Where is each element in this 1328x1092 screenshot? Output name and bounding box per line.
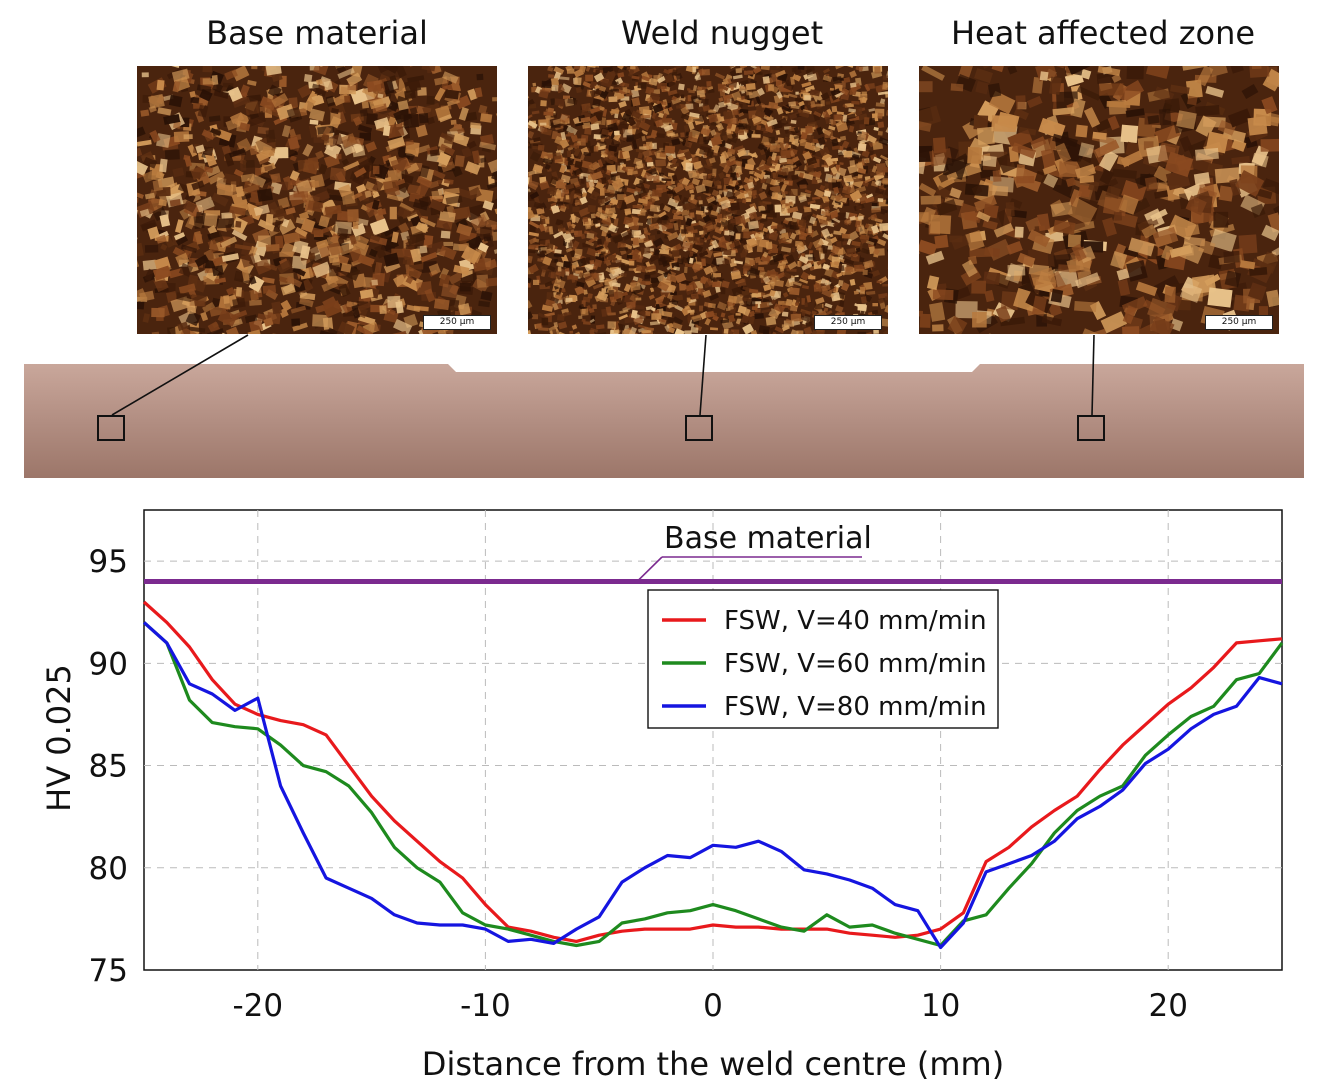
specimen-cross-section xyxy=(24,364,1304,478)
x-tick-labels: -20 -10 0 10 20 xyxy=(232,988,1187,1024)
y-tick-label: 80 xyxy=(89,851,128,887)
series-line xyxy=(142,600,1283,943)
y-tick-labels: 75 80 85 90 95 xyxy=(89,544,128,989)
micrograph-heat-affected-zone: 250 μm xyxy=(919,66,1279,334)
micrograph-title-nugget: Weld nugget xyxy=(620,14,824,52)
y-tick-label: 95 xyxy=(89,544,128,580)
sample-location-box-haz xyxy=(1077,415,1105,441)
reference-line-label: Base material xyxy=(664,521,872,556)
hardness-chart: 75 80 85 90 95 -20 -10 0 10 20 Base material FSW… xyxy=(40,509,1284,1083)
x-tick-label: 20 xyxy=(1148,988,1187,1024)
micrograph-weld-nugget: 250 μm xyxy=(528,66,888,334)
legend-label: FSW, V=40 mm/min xyxy=(724,606,987,636)
scale-bar: 250 μm xyxy=(423,315,491,330)
series-line xyxy=(142,621,1283,950)
y-tick-label: 90 xyxy=(89,646,128,682)
sample-location-box-base xyxy=(97,415,125,441)
legend-label: FSW, V=80 mm/min xyxy=(724,692,987,722)
micrograph-title-base: Base material xyxy=(206,14,428,52)
scale-bar: 250 μm xyxy=(1205,315,1273,330)
reference-label-leader xyxy=(636,556,663,583)
legend-box xyxy=(647,589,999,729)
scale-bar: 250 μm xyxy=(814,315,882,330)
y-axis-label: HV 0.025 xyxy=(40,664,78,812)
sample-location-box-nugget xyxy=(685,415,713,441)
series-lines xyxy=(142,600,1284,950)
micrograph-title-haz: Heat affected zone xyxy=(950,14,1256,52)
y-tick-label: 75 xyxy=(89,953,128,989)
y-tick-label: 85 xyxy=(89,749,128,785)
x-tick-label: 10 xyxy=(921,988,960,1024)
x-tick-label: -10 xyxy=(460,988,511,1024)
legend-label: FSW, V=60 mm/min xyxy=(724,649,987,679)
micrograph-base-material: 250 μm xyxy=(137,66,497,334)
x-tick-label: 0 xyxy=(703,988,723,1024)
x-tick-label: -20 xyxy=(232,988,283,1024)
legend: FSW, V=40 mm/min FSW, V=60 mm/min FSW, V=8… xyxy=(647,589,999,729)
grid-lines xyxy=(144,510,1282,970)
x-axis-label: Distance from the weld centre (mm) xyxy=(422,1045,1004,1083)
series-line xyxy=(142,621,1284,948)
